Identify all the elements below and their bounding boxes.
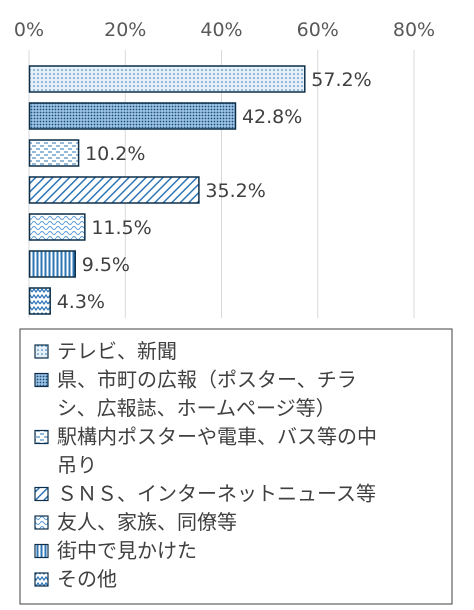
legend-swatch bbox=[34, 572, 49, 587]
bar bbox=[28, 176, 200, 204]
legend-swatch bbox=[34, 486, 49, 502]
legend-entry: 友人、家族、同僚等 bbox=[57, 510, 237, 534]
bars bbox=[28, 65, 306, 315]
data-label: 42.8% bbox=[242, 106, 302, 128]
bar bbox=[28, 102, 237, 130]
legend-entry: 駅構内ポスターや電車、バス等の中 bbox=[57, 425, 377, 449]
data-label: 57.2% bbox=[311, 69, 371, 91]
data-label: 4.3% bbox=[57, 291, 105, 313]
bar bbox=[28, 250, 76, 278]
value-labels: 57.2% 42.8% 10.2% 35.2% 11.5% 9.5% 4.3% bbox=[57, 69, 372, 313]
legend-entry: 吊り bbox=[57, 453, 97, 477]
x-axis-ticks: 0% 20% 40% 60% 80% bbox=[14, 19, 435, 41]
x-tick-label: 40% bbox=[200, 19, 242, 41]
x-tick-label: 80% bbox=[393, 19, 435, 41]
legend: テレビ、新聞県、市町の広報（ポスター、チラシ、広報誌、ホームページ等） 駅構内ポス… bbox=[34, 339, 377, 591]
legend-entry: テレビ、新聞 bbox=[57, 339, 177, 363]
data-label: 11.5% bbox=[91, 217, 151, 239]
data-label: 10.2% bbox=[85, 143, 145, 165]
legend-swatch bbox=[34, 515, 49, 530]
bar bbox=[28, 139, 80, 167]
x-tick-label: 0% bbox=[14, 19, 44, 41]
x-tick-label: 60% bbox=[297, 19, 339, 41]
bar bbox=[28, 213, 86, 241]
bar bbox=[28, 287, 51, 315]
legend-entry: 県、市町の広報（ポスター、チラ bbox=[57, 368, 357, 392]
legend-box bbox=[19, 328, 453, 605]
data-label: 9.5% bbox=[82, 254, 130, 276]
data-label: 35.2% bbox=[205, 180, 265, 202]
legend-entry: その他 bbox=[57, 567, 117, 591]
legend-swatch bbox=[34, 372, 49, 388]
legend-swatch bbox=[34, 543, 49, 559]
legend-entry: 街中で見かけた bbox=[57, 539, 197, 563]
legend-entry: シ、広報誌、ホームページ等） bbox=[57, 396, 336, 420]
bar bbox=[28, 65, 306, 93]
legend-entry: ＳＮＳ、インターネットニュース等 bbox=[57, 482, 376, 506]
x-tick-label: 20% bbox=[104, 19, 146, 41]
legend-swatch bbox=[34, 429, 49, 445]
legend-swatch bbox=[34, 344, 49, 359]
